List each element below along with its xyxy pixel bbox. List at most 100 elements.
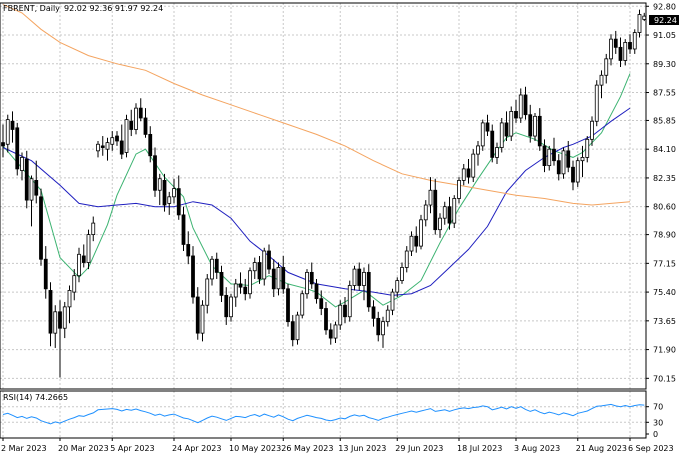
candle [599,70,604,99]
time-tick-label: 29 Jun 2023 [395,444,443,453]
candle-body-up [476,145,480,155]
candle-body-up [480,122,485,147]
candle [423,200,428,227]
candle-body-down [34,179,39,196]
candle-body-down [504,122,509,137]
time-tick-label: 3 Aug 2023 [514,444,560,453]
candle [518,88,523,123]
candle-body-down [618,46,623,61]
rsi-line [2,403,645,425]
candle [542,139,547,173]
candle-body-down [613,38,618,48]
candle-body-up [347,285,352,318]
candle-body-down [181,214,186,245]
candle [143,108,148,138]
candle-body-up [400,267,404,281]
candle [632,29,637,54]
candle [153,147,157,197]
candle-body-up [632,32,637,50]
candle [547,145,552,171]
candle-body-up [547,148,552,167]
candle [53,305,58,348]
candle [480,119,485,151]
candle [77,247,81,283]
candle-body-up [495,147,499,158]
candle-body-up [561,150,566,175]
moving-average-line-3 [2,4,631,206]
candle [533,113,537,141]
candle [357,262,362,291]
candle-body-up [499,122,504,148]
rsi-axis: 70 30 0 [646,403,663,439]
time-tick-label: 18 Jul 2023 [457,444,502,453]
candle [295,311,300,345]
candle [328,323,333,345]
candle [499,117,504,153]
candle-body-down [219,271,224,296]
candle-body-down [309,271,314,285]
candle [523,86,528,120]
candle-body-down [119,140,124,155]
time-tick-label: 13 Jun 2023 [338,444,386,453]
candle-body-down [366,271,371,308]
candle [162,173,167,212]
price-tick-label: 91.05 [653,31,676,40]
candle-body-down [628,42,632,50]
candle-body-up [110,137,115,145]
candle-body-down [115,135,119,142]
candle-body-up [590,120,594,140]
candle [186,231,191,265]
candle [461,163,466,186]
time-tick-label: 20 Mar 2023 [58,444,109,453]
candle [604,53,609,84]
candle-body-up [67,290,72,308]
candle [352,265,357,291]
candle-body-down [552,148,556,162]
candle [343,297,347,324]
candle-body-down [176,188,181,216]
candle-body-up [452,198,457,224]
candle [395,277,400,298]
candle [181,206,186,252]
candle-body-down [43,258,48,290]
chart-symbol-title: FBRENT, Daily [3,4,60,13]
candle [229,293,233,322]
candle-body-up [604,58,609,76]
candle-body-down [514,111,518,119]
candle [419,214,423,250]
moving-average-line-2 [2,107,631,296]
candle-body-down [414,235,419,247]
candle-body-down [100,145,105,148]
candle [1,124,5,158]
candle [233,278,238,307]
candle-body-up [509,111,514,137]
candle-body-down [357,268,362,286]
candle [105,137,110,161]
candle-body-down [129,120,134,130]
candle-body-up [62,306,67,329]
candle [43,246,48,299]
candle-body-up [533,115,537,137]
candle-body-down [195,296,200,334]
candle-body-down [138,107,143,119]
candle [205,274,210,314]
candle-body-up [124,119,129,153]
candle [67,285,72,324]
candle-body-down [371,306,376,319]
candle-body-up [233,283,238,298]
candles [1,9,647,378]
candle [10,111,15,143]
candle [385,305,390,327]
candle [58,300,62,378]
candle [333,321,338,344]
candle-body-up [404,250,409,268]
rsi-tick-label: 30 [653,418,663,427]
candle [623,39,628,66]
price-tick-label: 78.90 [653,231,676,240]
candle-body-up [53,311,58,334]
candle [91,216,96,242]
candle [248,267,252,299]
candle-body-down [290,321,295,341]
candle [5,114,10,153]
